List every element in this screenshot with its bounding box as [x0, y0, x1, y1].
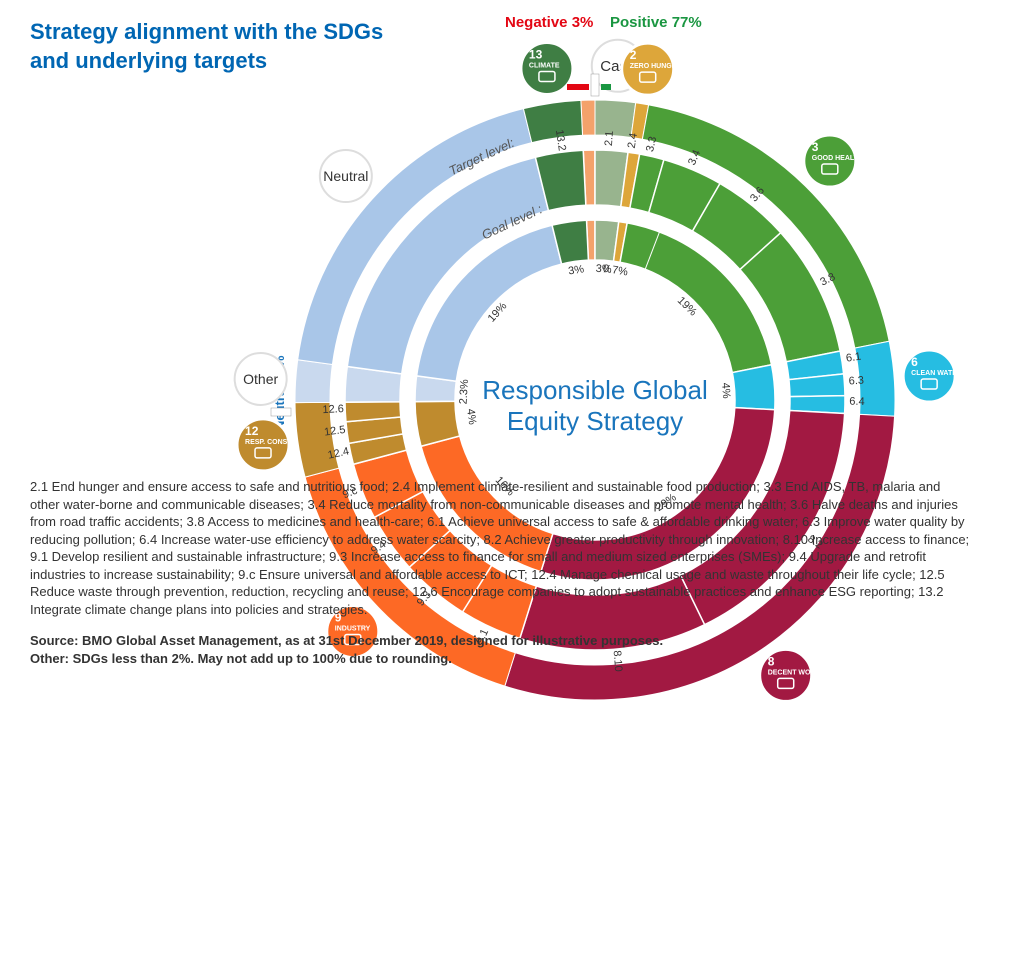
inner-pct: 3%: [567, 263, 585, 277]
sdg-badge-text: CLEAN WATER: [911, 370, 962, 377]
mid-label: 12.5: [323, 424, 346, 439]
top-divider: [591, 74, 599, 96]
sdg-badge-num: 6: [911, 355, 918, 369]
sdg-badge-num: 3: [812, 140, 819, 154]
outer-seg-neg: [581, 100, 595, 135]
sdg-badge-text: RESP. CONS.: [245, 439, 289, 446]
mid-label: 2.1: [603, 130, 616, 146]
pos-tick: [601, 84, 611, 90]
inner-pct: 2.3%: [457, 379, 471, 405]
sdg-badge-num: 2: [630, 48, 637, 62]
inner-pct: 0.7%: [602, 263, 629, 279]
sdg-badge-text: CLIMATE: [529, 62, 560, 69]
mid-label: 13.2: [553, 129, 568, 152]
mid-label: 3.3: [644, 135, 659, 153]
side-divider: [271, 408, 291, 416]
footnotes-body: 2.1 End hunger and ensure access to safe…: [30, 478, 970, 618]
mid-label: 6.3: [848, 375, 864, 388]
inner-seg-4: [732, 365, 775, 410]
sdg-badge-num: 12: [245, 424, 259, 438]
footnotes-source: Source: BMO Global Asset Management, as …: [30, 632, 970, 667]
footnotes: 2.1 End hunger and ensure access to safe…: [30, 478, 970, 667]
label-dot-text: Other: [243, 371, 278, 387]
sdg-badge-text: GOOD HEALTH: [812, 155, 863, 162]
center-title: Responsible Global Equity Strategy: [475, 375, 715, 437]
mid-label: 6.4: [849, 396, 865, 408]
mid-label: 12.6: [322, 403, 344, 416]
sdg-badge-text: ZERO HUNGER: [630, 63, 682, 70]
outer-seg-other: [295, 360, 332, 403]
sdg-badge-text: DECENT WORK: [768, 669, 821, 676]
label-dot-text: Neutral: [323, 168, 368, 184]
outer-seg-sdg13: [523, 100, 582, 142]
mid-label: 6.1: [845, 351, 862, 365]
mid-label: 2.4: [626, 132, 640, 149]
sdg-badge-num: 13: [529, 47, 543, 61]
inner-pct: 4%: [719, 382, 732, 399]
neg-tick: [567, 84, 589, 90]
